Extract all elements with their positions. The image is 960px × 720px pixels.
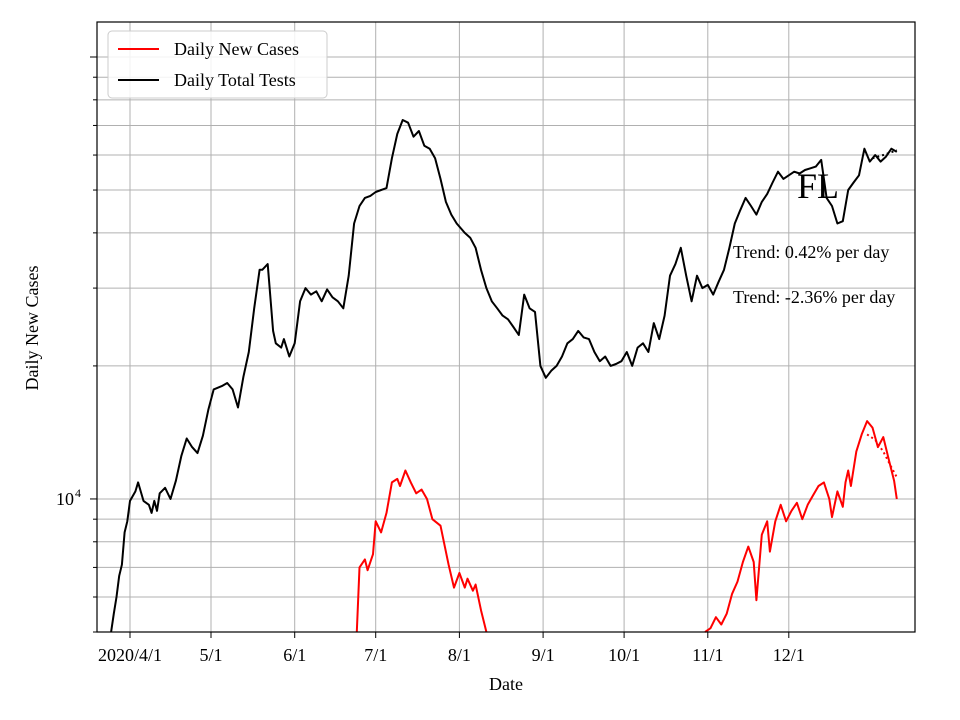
x-tick-label: 12/1 (773, 645, 805, 665)
series-0 (355, 420, 898, 633)
axes-layer: 2020/4/1 5/1 6/1 7/1 8/1 9/1 10/1 11/1 12/1 10 4 (56, 21, 916, 665)
series-layer (110, 119, 898, 633)
trend-annotation-2: Trend: -2.36% per day (733, 287, 895, 307)
x-tick-label: 10/1 (608, 645, 640, 665)
legend-label-tests: Daily Total Tests (174, 70, 296, 90)
series-line (355, 469, 488, 633)
legend: Daily New Cases Daily Total Tests (107, 30, 328, 99)
x-tick-label: 8/1 (448, 645, 471, 665)
series-2 (866, 433, 898, 478)
legend-label-cases: Daily New Cases (174, 39, 299, 59)
plot-frame (96, 21, 916, 633)
state-label: FL (797, 166, 839, 206)
series-line (872, 149, 898, 160)
x-axis-label: Date (489, 674, 523, 694)
series-1 (110, 119, 898, 633)
x-tick-label: 7/1 (364, 645, 387, 665)
y-tick-label-exponent: 4 (75, 486, 81, 500)
y-tick-label: 10 (56, 489, 74, 509)
y-axis-label: Daily New Cases (22, 266, 42, 391)
legend-box (107, 30, 328, 99)
x-tick-label: 5/1 (199, 645, 222, 665)
x-tick-label: 9/1 (532, 645, 555, 665)
series-3 (872, 149, 898, 160)
series-line (110, 119, 898, 633)
x-tick-label: 11/1 (692, 645, 723, 665)
x-tick-label: 6/1 (283, 645, 306, 665)
x-tick-label: 2020/4/1 (98, 645, 162, 665)
series-line (866, 433, 898, 478)
trend-annotation-1: Trend: 0.42% per day (733, 242, 889, 262)
grid-layer (97, 22, 915, 633)
series-line (704, 420, 898, 633)
